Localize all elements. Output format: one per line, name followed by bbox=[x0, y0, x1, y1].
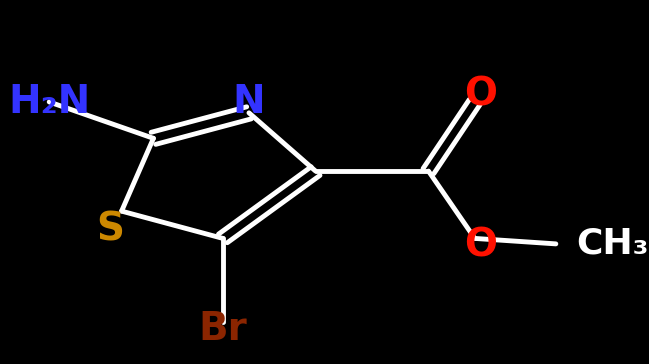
Text: CH₃: CH₃ bbox=[576, 227, 648, 261]
Text: H₂N: H₂N bbox=[8, 83, 90, 121]
Text: O: O bbox=[464, 227, 497, 265]
Text: O: O bbox=[464, 76, 497, 114]
Text: Br: Br bbox=[199, 310, 247, 348]
Text: N: N bbox=[232, 83, 265, 121]
Text: S: S bbox=[96, 210, 124, 248]
